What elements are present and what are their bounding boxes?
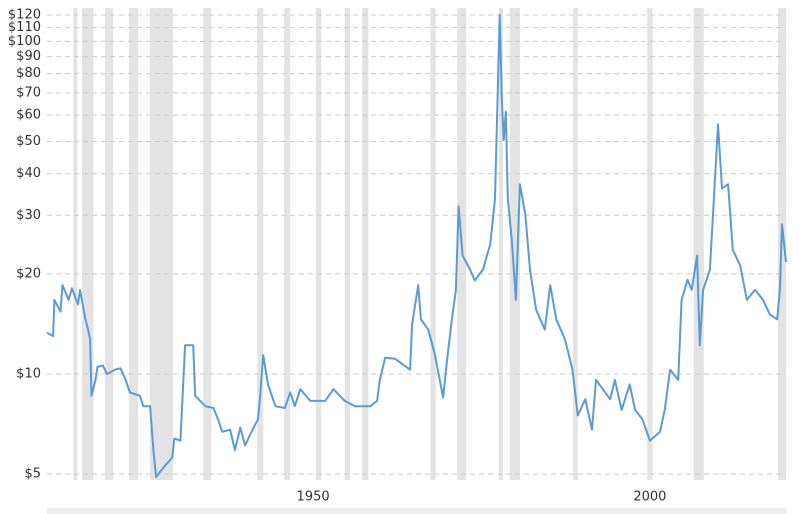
x-tick-label: 1950 (297, 490, 330, 505)
scroll-track (47, 508, 787, 514)
x-tick-label: 2000 (633, 490, 666, 505)
y-tick-label: $20 (16, 266, 41, 281)
y-tick-label: $10 (16, 366, 41, 381)
y-tick-label: $30 (16, 208, 41, 223)
y-tick-label: $50 (16, 134, 41, 149)
y-tick-label: $120 (8, 8, 41, 23)
y-tick-label: $5 (24, 467, 41, 482)
shaded-period (499, 8, 504, 480)
y-tick-label: $110 (8, 20, 41, 35)
shaded-period (203, 8, 212, 480)
shaded-period (104, 8, 114, 480)
price-line (46, 14, 787, 478)
shaded-period (430, 8, 436, 480)
shaded-period (647, 8, 653, 480)
shaded-period (362, 8, 369, 480)
shaded-period (315, 8, 322, 480)
shaded-period (284, 8, 291, 480)
y-tick-label: $40 (16, 166, 41, 181)
y-tick-label: $90 (16, 49, 41, 64)
shaded-period (129, 8, 138, 480)
shaded-period (257, 8, 264, 480)
shaded-period (693, 8, 704, 480)
y-tick-label: $100 (8, 34, 41, 49)
y-tick-label: $80 (16, 66, 41, 81)
y-tick-label: $70 (16, 85, 41, 100)
shaded-period (150, 8, 173, 480)
shaded-period (344, 8, 351, 480)
shaded-period (82, 8, 94, 480)
shaded-period (573, 8, 578, 480)
shaded-period (509, 8, 520, 480)
y-tick-label: $60 (16, 108, 41, 123)
shaded-period (73, 8, 78, 480)
